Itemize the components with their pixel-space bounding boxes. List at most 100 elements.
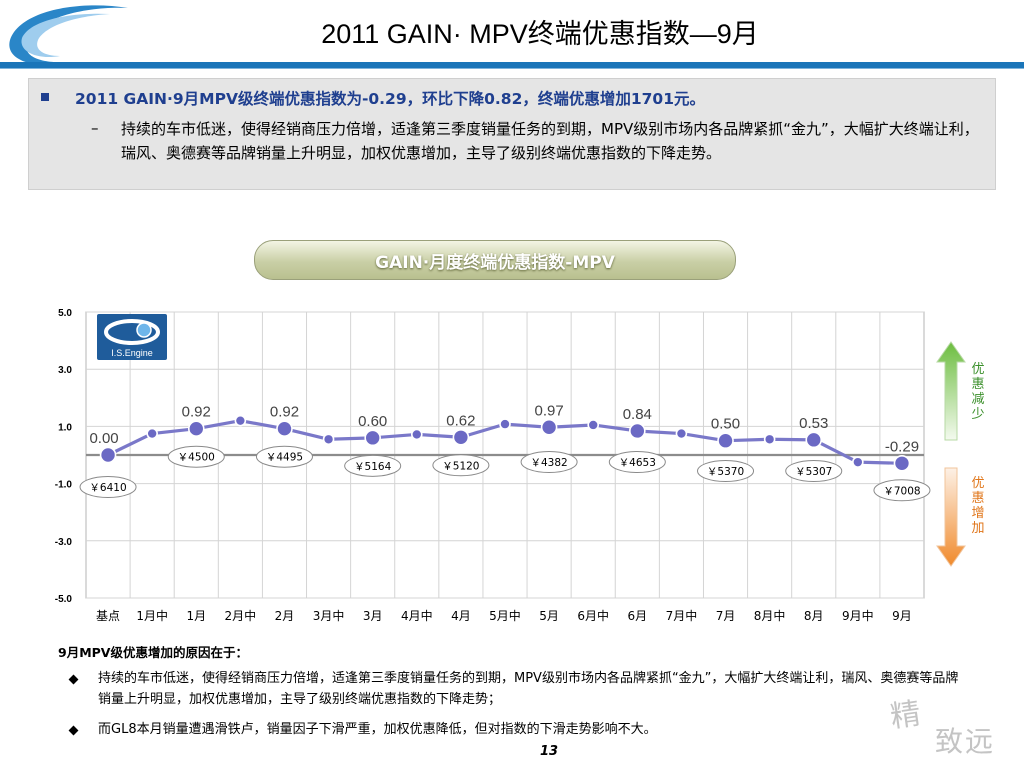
price-label-bubble: [255, 445, 313, 468]
value-label: 0.92: [270, 404, 299, 421]
y-tick-label: 3.0: [58, 365, 72, 376]
x-tick-label: 6月: [627, 609, 647, 623]
x-tick-label: 9月: [892, 609, 912, 623]
watermark-text: 精: [888, 695, 925, 736]
arrow-up-icon: [936, 341, 966, 441]
data-point: [805, 431, 823, 449]
title-rule: [0, 62, 1024, 68]
reasons-title: 9月MPV级优惠增加的原因在于：: [58, 645, 248, 660]
data-point: [234, 414, 247, 427]
x-tick-label: 4月中: [401, 608, 433, 623]
x-tick-label: 9月中: [842, 608, 874, 623]
y-tick-label: 5.0: [58, 308, 72, 319]
square-bullet-icon: [41, 93, 49, 101]
data-point: [763, 433, 776, 446]
y-tick-label: 1.0: [58, 422, 72, 433]
slide-title: 2011 GAIN· MPV终端优惠指数—9月: [321, 19, 759, 49]
data-point: [322, 433, 335, 446]
x-tick-label: 1月中: [136, 608, 168, 623]
summary-body: 持续的车市低迷，使得经销商压力倍增，适逢第三季度销量任务的到期，MPV级别市场内…: [121, 120, 979, 162]
dash-bullet: –: [91, 119, 99, 137]
data-point: [629, 422, 646, 440]
value-label: 0.62: [446, 412, 475, 429]
x-tick-label: 1月: [186, 609, 206, 623]
diamond-bullet-icon: [68, 725, 79, 736]
price-label-bubble: [344, 454, 402, 477]
title-rule-thin: [0, 68, 1024, 69]
price-label-bubble: [79, 476, 137, 498]
price-label: ￥7008: [883, 485, 920, 497]
data-point: [187, 420, 205, 437]
data-point: [717, 432, 734, 449]
chart-title: GAIN·月度终端优惠指数-MPV: [254, 240, 736, 280]
watermark-text: 致远: [935, 725, 996, 758]
price-label: ￥4500: [178, 452, 215, 464]
line-chart: 5.0 3.0 1.0 -1.0 -3.0 -5.0 I.S.Engine 0.00 0.92 0…: [55, 308, 931, 623]
price-label: ￥4653: [619, 457, 656, 469]
price-label: ￥5307: [795, 466, 832, 478]
data-point: [364, 429, 381, 447]
reason-item: 持续的车市低迷，使得经销商压力倍增，适逢第三季度销量任务的到期，MPV级别市场内…: [98, 671, 959, 707]
company-logo-swoosh: [9, 5, 128, 66]
engine-logo-dot: [136, 322, 152, 338]
data-point: [893, 454, 911, 472]
data-point: [587, 419, 600, 431]
data-point: [99, 446, 117, 464]
price-label-bubble: [697, 460, 755, 482]
x-tick-label: 2月中: [225, 608, 257, 623]
value-label: 0.92: [182, 404, 211, 421]
y-tick-label: -3.0: [55, 537, 73, 548]
x-tick-label: 8月中: [754, 608, 786, 623]
price-label-bubble: [608, 451, 666, 473]
x-tick-label: 7月: [716, 609, 736, 623]
summary-headline: 2011 GAIN·9月MPV级终端优惠指数为-0.29，环比下降0.82，终端…: [75, 90, 706, 108]
value-label: 0.84: [623, 406, 652, 423]
value-label: 0.97: [535, 402, 564, 419]
arrow-down-icon: [936, 467, 966, 567]
value-label: -0.29: [885, 438, 919, 455]
data-point: [499, 418, 511, 430]
engine-logo-ring: [104, 319, 160, 345]
price-label-bubble: [785, 460, 843, 482]
x-tick-label: 2月: [275, 609, 295, 623]
data-point: [276, 420, 293, 437]
x-tick-label: 5月: [539, 609, 559, 623]
data-point: [452, 428, 470, 446]
summary-box: 2011 GAIN·9月MPV级终端优惠指数为-0.29，环比下降0.82，终端…: [28, 78, 996, 190]
x-tick-label: 5月中: [489, 608, 521, 623]
x-tick-label: 基点: [96, 609, 120, 623]
price-label-bubble: [873, 479, 931, 502]
value-label: 0.60: [358, 413, 387, 430]
price-label: ￥5370: [707, 466, 744, 478]
x-tick-label: 3月: [363, 609, 383, 623]
reason-item: 而GL8本月销量遭遇滑铁卢，销量因子下滑严重，加权优惠降低，但对指数的下滑走势影…: [98, 722, 657, 737]
data-point: [540, 418, 558, 436]
x-tick-label: 4月: [451, 609, 471, 623]
x-tick-label: 7月中: [666, 608, 698, 623]
value-label: 0.00: [89, 430, 118, 447]
price-label-bubble: [432, 454, 490, 477]
x-tick-label: 3月中: [313, 608, 345, 623]
label-discount-decrease: 优惠减少: [971, 362, 985, 422]
label-discount-increase: 优惠增加: [971, 476, 985, 536]
data-point: [410, 428, 423, 441]
price-label: ￥5164: [354, 461, 392, 473]
price-label: ￥5120: [442, 460, 479, 472]
price-label: ￥4495: [266, 452, 303, 464]
page-number: 13: [540, 744, 559, 759]
value-label: 0.53: [799, 415, 828, 432]
engine-logo-text: I.S.Engine: [111, 348, 153, 358]
data-point: [146, 427, 158, 440]
price-label-bubble: [167, 445, 225, 468]
value-label: 0.50: [711, 416, 740, 433]
x-tick-label: 6月中: [577, 608, 609, 623]
price-label: ￥4382: [530, 457, 567, 469]
diamond-bullet-icon: [68, 674, 79, 685]
data-point: [675, 427, 688, 440]
price-label: ￥6410: [89, 482, 126, 494]
y-tick-label: -5.0: [55, 594, 73, 605]
price-label-bubble: [520, 451, 578, 473]
data-point: [852, 456, 864, 468]
y-tick-label: -1.0: [55, 480, 73, 491]
x-tick-label: 8月: [804, 609, 824, 623]
